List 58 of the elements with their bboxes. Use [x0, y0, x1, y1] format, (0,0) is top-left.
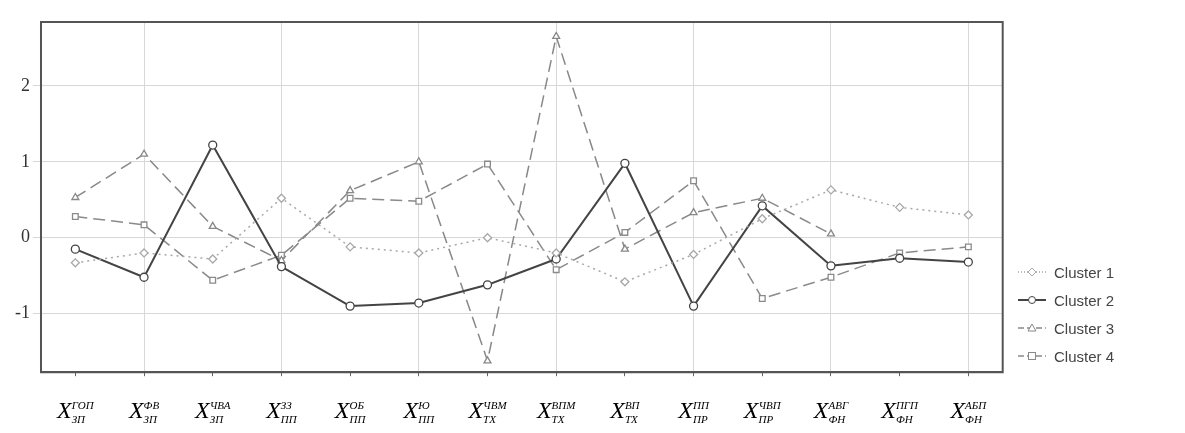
point: [345, 301, 355, 311]
point: [208, 254, 218, 264]
y-tick-label: 0: [20, 226, 30, 247]
point: [690, 177, 698, 185]
point: [551, 248, 561, 258]
point: [688, 301, 699, 311]
point: [208, 221, 217, 229]
point: [826, 185, 836, 195]
point: [482, 280, 493, 290]
legend-label: Cluster 4: [1054, 347, 1115, 365]
y-tick-label: 1: [20, 150, 30, 171]
y-tick-label: -1: [14, 302, 30, 323]
point: [483, 356, 492, 364]
point: [689, 208, 698, 216]
point: [70, 244, 80, 254]
point: [415, 197, 423, 205]
point: [345, 242, 355, 252]
legend-label: Cluster 1: [1054, 263, 1115, 281]
point: [140, 221, 148, 229]
point: [346, 185, 355, 194]
point: [826, 261, 836, 271]
point: [826, 229, 836, 237]
point: [758, 193, 767, 201]
point: [71, 212, 79, 220]
point: [208, 140, 218, 150]
point: [414, 248, 424, 258]
point: [895, 202, 905, 213]
point: [482, 233, 493, 243]
point: [414, 157, 423, 165]
point: [70, 258, 80, 268]
point: [484, 160, 491, 168]
legend-label: Cluster 2: [1054, 291, 1115, 309]
point: [71, 192, 80, 201]
point: [139, 272, 149, 282]
point: [276, 193, 287, 203]
point: [620, 158, 630, 168]
point: [346, 194, 354, 202]
point: [209, 276, 217, 284]
point: [758, 295, 766, 302]
point: [827, 273, 835, 281]
point: [688, 249, 699, 260]
point: [757, 214, 767, 224]
point: [895, 253, 905, 263]
legend-label: Cluster 3: [1054, 319, 1115, 337]
point: [964, 243, 972, 251]
point: [552, 266, 560, 274]
point: [757, 201, 767, 211]
point: [963, 257, 973, 267]
point: [621, 228, 629, 236]
point: [139, 248, 149, 258]
point: [552, 31, 561, 40]
point: [620, 277, 630, 287]
point: [276, 261, 287, 272]
point: [139, 149, 149, 157]
y-tick-label: 2: [20, 74, 30, 95]
point: [414, 298, 424, 308]
point: [620, 244, 629, 252]
point: [963, 210, 973, 220]
